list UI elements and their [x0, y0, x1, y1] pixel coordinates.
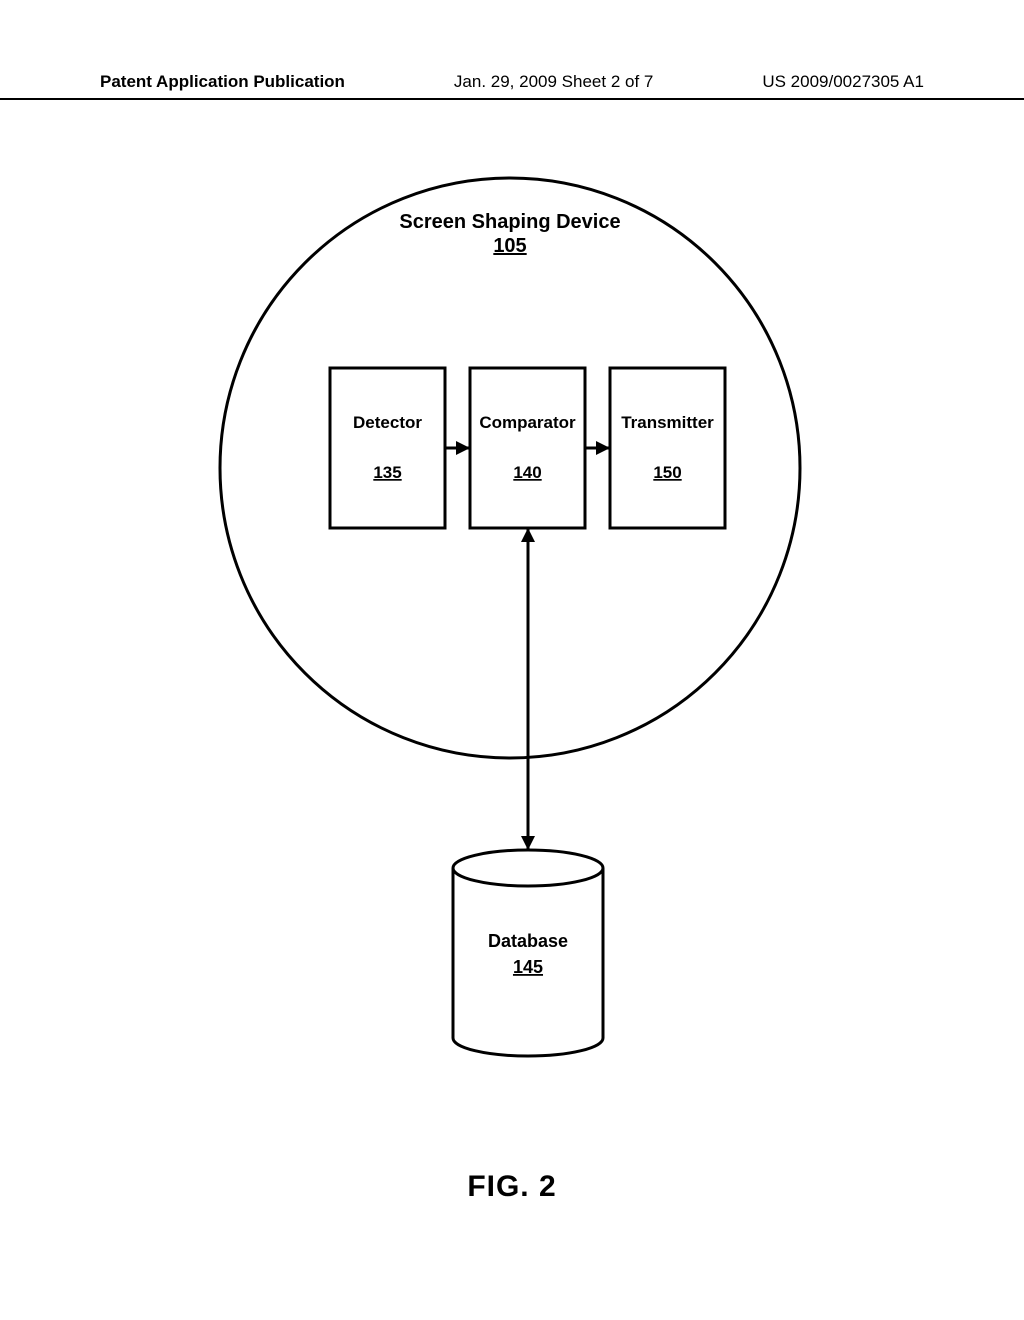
arrowhead-comparator [456, 441, 470, 455]
database-label: Database [488, 931, 568, 951]
comparator-ref: 140 [513, 463, 541, 482]
database-ref: 145 [513, 957, 543, 977]
comparator-label: Comparator [479, 413, 576, 432]
database-top [453, 850, 603, 886]
arrowhead-comparator [521, 528, 535, 542]
device-title: Screen Shaping Device [399, 211, 620, 233]
figure-label: FIG. 2 [0, 1170, 1024, 1204]
detector-label: Detector [353, 413, 422, 432]
publication-type: Patent Application Publication [100, 72, 345, 92]
pub-number: US 2009/0027305 A1 [762, 72, 924, 92]
arrowhead-database [521, 836, 535, 850]
transmitter-ref: 150 [653, 463, 681, 482]
detector-ref: 135 [373, 463, 401, 482]
transmitter-box [610, 368, 725, 528]
arrowhead-transmitter [596, 441, 610, 455]
figure-diagram: Screen Shaping Device105 Detector 135 Compa… [170, 168, 850, 1108]
date-sheet: Jan. 29, 2009 Sheet 2 of 7 [454, 72, 653, 92]
comparator-box [470, 368, 585, 528]
diagram-svg: Screen Shaping Device105 Detector 135 Compa… [170, 168, 850, 1108]
transmitter-label: Transmitter [621, 413, 714, 432]
device-ref: 105 [493, 235, 526, 257]
detector-box [330, 368, 445, 528]
page-header: Patent Application Publication Jan. 29, … [0, 72, 1024, 100]
